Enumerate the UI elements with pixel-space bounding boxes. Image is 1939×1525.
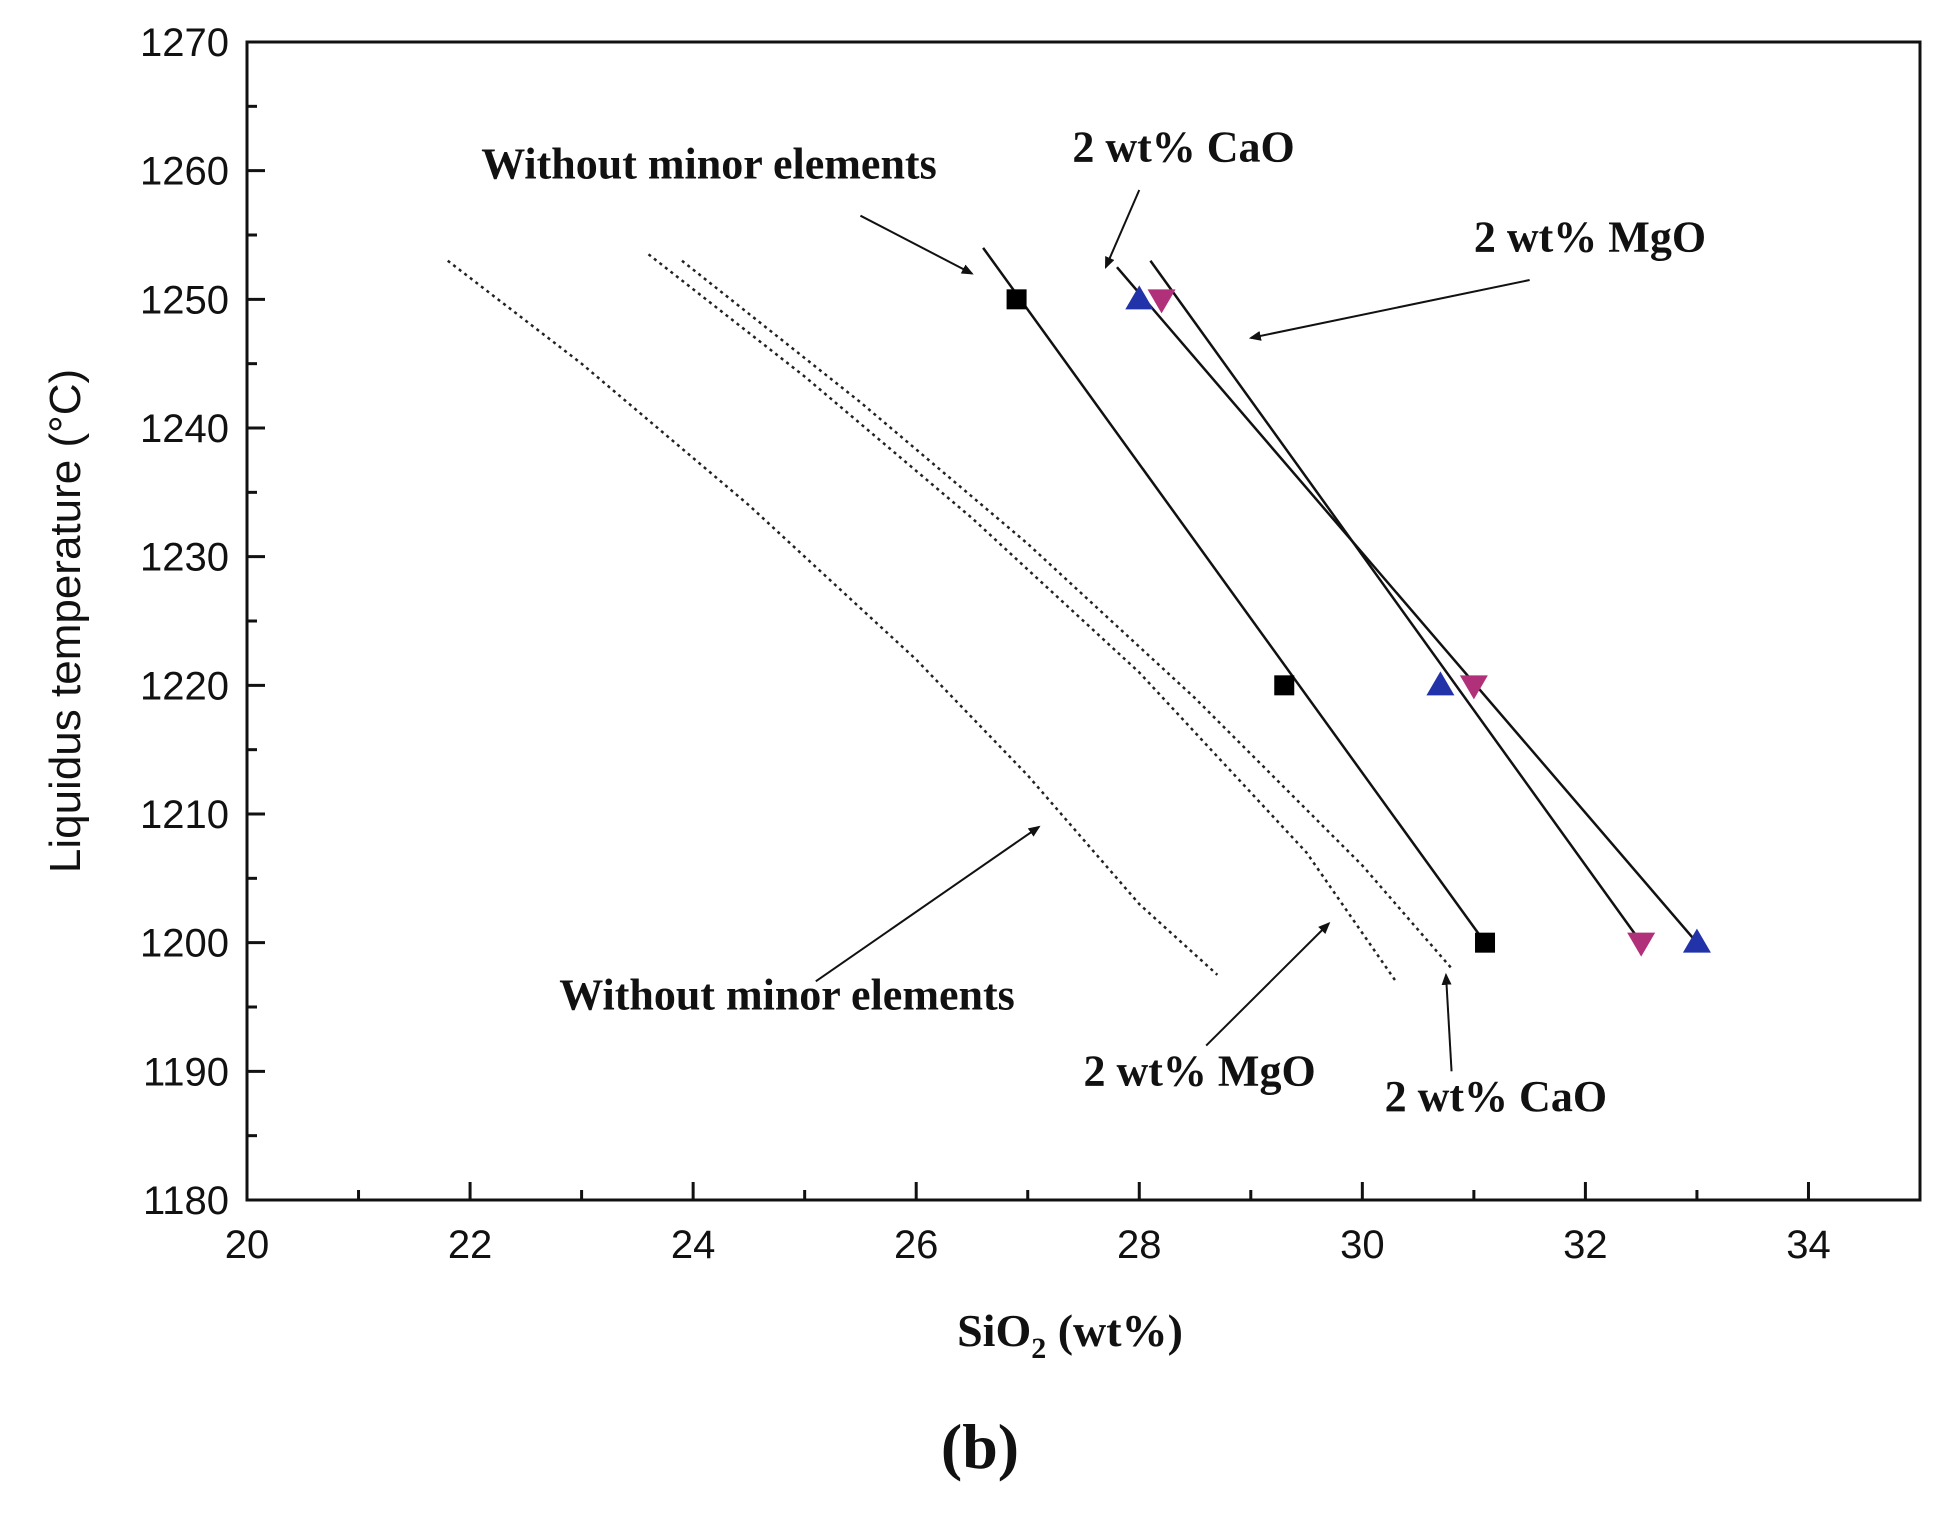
fit-lines bbox=[982, 247, 1698, 944]
y-axis-title: Liquidus temperature (°C) bbox=[41, 369, 90, 873]
annotation-arrow bbox=[859, 214, 974, 275]
annotation-label: Without minor elements bbox=[559, 971, 1014, 1020]
annotation-label: 2 wt% CaO bbox=[1385, 1072, 1607, 1121]
annotation-label: Without minor elements bbox=[481, 139, 936, 188]
x-tick-label: 24 bbox=[671, 1223, 716, 1267]
fit-line bbox=[982, 247, 1487, 944]
calculated-curve bbox=[681, 259, 1453, 970]
x-tick-label: 28 bbox=[1117, 1223, 1162, 1267]
y-tick-label: 1190 bbox=[143, 1050, 229, 1094]
x-axis: 20 22 24 26 28 30 32 34 bbox=[225, 1182, 1922, 1267]
annotation-label: 2 wt% MgO bbox=[1474, 213, 1706, 262]
x-tick-label: 32 bbox=[1563, 1223, 1608, 1267]
y-axis: 1180 1190 1200 1210 1220 1230 1240 1250 1260 1270 bbox=[140, 21, 265, 1223]
panel-label: (b) bbox=[941, 1411, 1019, 1482]
x-axis-title: SiO2 (wt%) bbox=[957, 1305, 1183, 1365]
y-tick-label: 1200 bbox=[140, 922, 229, 966]
triangle-down-marker bbox=[1459, 675, 1488, 700]
x-axis-title-prefix: SiO bbox=[957, 1305, 1031, 1356]
y-tick-label: 1220 bbox=[140, 664, 229, 708]
annotation-arrow bbox=[1441, 972, 1453, 1072]
annotation-label: 2 wt% MgO bbox=[1084, 1046, 1316, 1095]
y-tick-label: 1230 bbox=[140, 536, 229, 580]
annotation-arrow bbox=[1104, 189, 1141, 270]
y-tick-label: 1210 bbox=[140, 793, 229, 837]
calculated-curve bbox=[647, 253, 1397, 982]
y-tick-label: 1260 bbox=[140, 150, 229, 194]
x-axis-title-suffix: (wt%) bbox=[1046, 1305, 1183, 1356]
x-tick-label: 22 bbox=[448, 1223, 493, 1267]
y-tick-label: 1240 bbox=[140, 407, 229, 451]
y-tick-label: 1180 bbox=[143, 1179, 229, 1223]
triangle-down-marker bbox=[1627, 932, 1656, 957]
annotation-arrow bbox=[1205, 921, 1331, 1047]
x-tick-label: 30 bbox=[1340, 1223, 1385, 1267]
calculated-curve bbox=[446, 259, 1219, 976]
x-tick-label: 34 bbox=[1786, 1223, 1831, 1267]
triangle-down-marker bbox=[1147, 289, 1176, 314]
x-axis-title-subscript: 2 bbox=[1031, 1332, 1046, 1365]
triangle-up-marker bbox=[1426, 671, 1455, 696]
triangle-up-marker bbox=[1682, 928, 1711, 953]
triangle-up-marker bbox=[1125, 285, 1154, 310]
square-marker bbox=[1274, 675, 1295, 696]
square-marker bbox=[1006, 289, 1027, 310]
square-marker bbox=[1475, 932, 1496, 953]
annotation-arrow bbox=[1248, 279, 1530, 341]
y-tick-label: 1250 bbox=[140, 278, 229, 322]
x-tick-label: 26 bbox=[894, 1223, 939, 1267]
y-tick-label: 1270 bbox=[140, 21, 229, 65]
annotation-arrow bbox=[815, 825, 1041, 983]
annotation-label: 2 wt% CaO bbox=[1072, 123, 1294, 172]
data-markers bbox=[1006, 285, 1711, 957]
annotations: Without minor elements 2 wt% CaO 2 wt% MgO… bbox=[481, 123, 1706, 1122]
calculated-curves bbox=[446, 253, 1453, 982]
fit-line bbox=[1149, 260, 1643, 944]
fit-line bbox=[1116, 266, 1698, 944]
x-tick-label: 20 bbox=[225, 1223, 270, 1267]
